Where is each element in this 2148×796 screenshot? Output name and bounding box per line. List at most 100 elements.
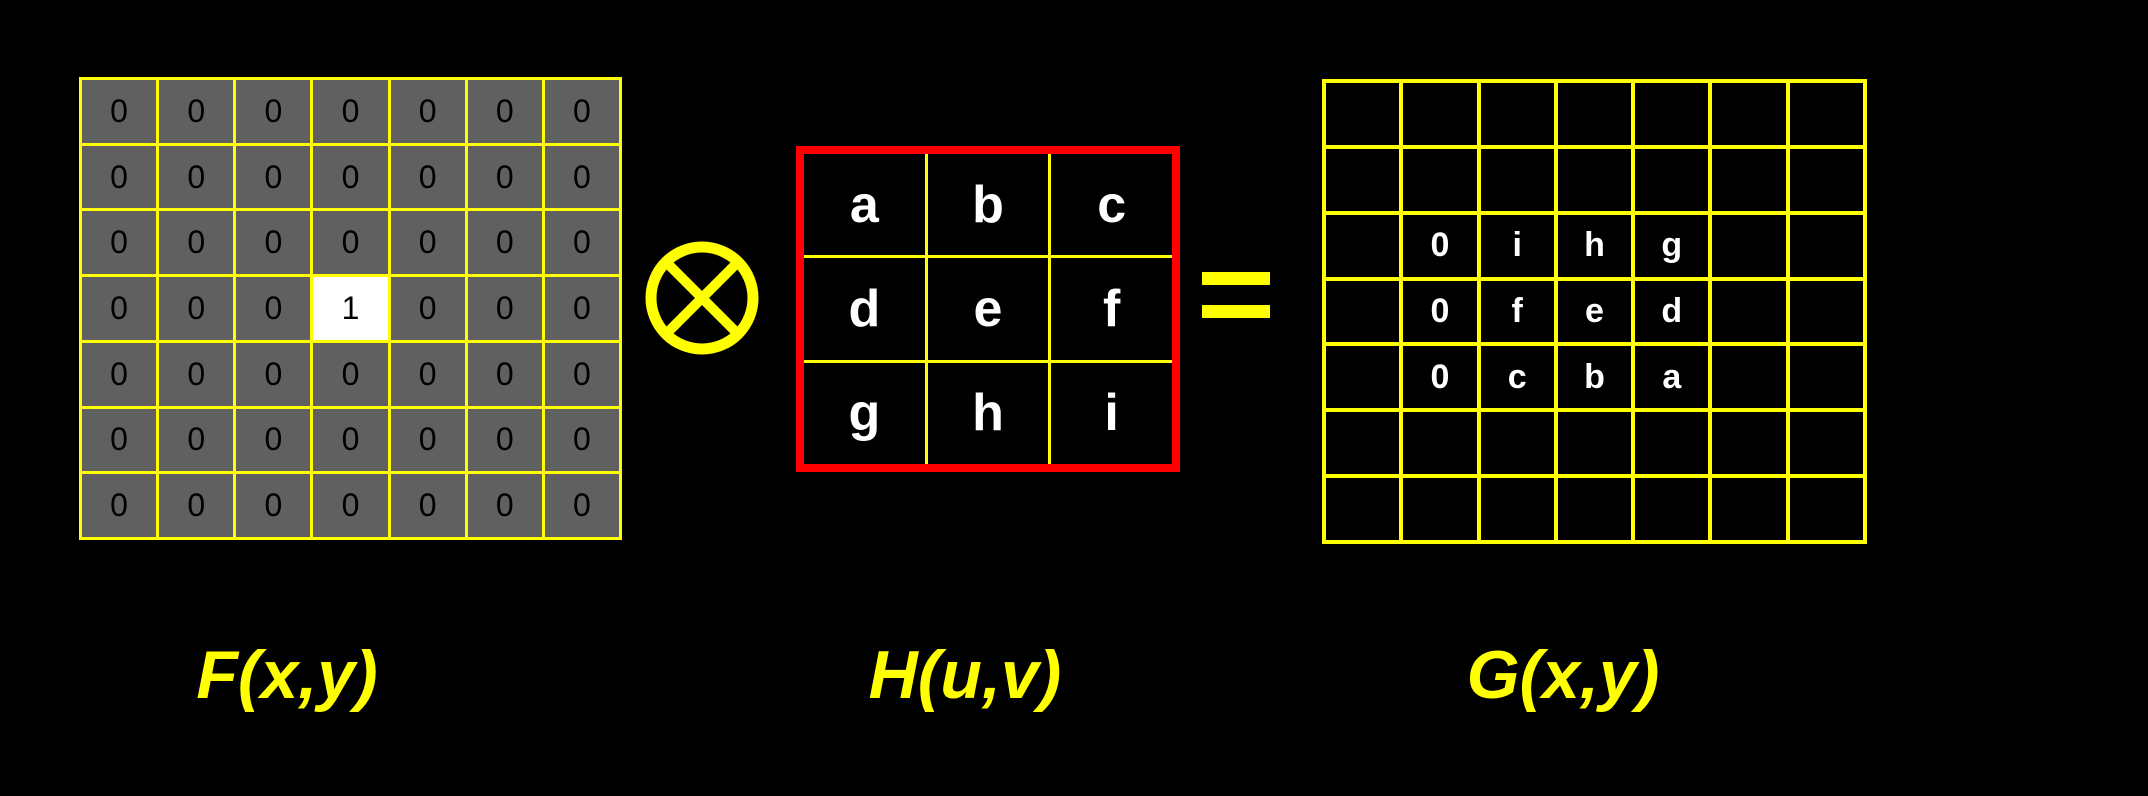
output-cell: 0	[1403, 346, 1477, 409]
input-cell: 0	[236, 80, 311, 143]
input-cell: 0	[159, 408, 234, 472]
input-cell: 0	[313, 342, 388, 406]
output-cell	[1789, 346, 1863, 409]
output-cell	[1326, 478, 1400, 540]
output-cell	[1403, 83, 1477, 145]
output-cell: 0	[1403, 280, 1477, 343]
output-cell	[1789, 148, 1863, 211]
output-cell	[1480, 412, 1554, 475]
input-cell: 0	[390, 211, 465, 275]
output-cell: d	[1635, 280, 1709, 343]
input-cell: 0	[236, 145, 311, 209]
input-cell: 0	[390, 145, 465, 209]
kernel-cell: g	[804, 362, 925, 464]
input-cell: 0	[544, 145, 619, 209]
output-cell	[1789, 478, 1863, 540]
input-cell: 0	[82, 211, 157, 275]
input-cell: 0	[544, 342, 619, 406]
output-cell	[1480, 148, 1554, 211]
output-cell	[1403, 412, 1477, 475]
input-cell: 0	[467, 277, 542, 340]
output-cell: i	[1480, 214, 1554, 277]
output-cell	[1480, 478, 1554, 540]
input-cell: 0	[544, 474, 619, 537]
input-cell: 0	[390, 80, 465, 143]
output-cell: 0	[1403, 214, 1477, 277]
output-cell: e	[1557, 280, 1632, 343]
input-cell: 0	[159, 145, 234, 209]
kernel-cell: c	[1051, 154, 1172, 256]
output-cell	[1326, 412, 1400, 475]
input-cell: 0	[82, 145, 157, 209]
output-cell	[1403, 478, 1477, 540]
output-cell	[1557, 83, 1632, 145]
output-cell	[1712, 346, 1786, 409]
output-cell	[1557, 478, 1632, 540]
input-cell: 0	[82, 342, 157, 406]
output-cell: b	[1557, 346, 1632, 409]
input-label: F(x,y)	[196, 637, 378, 713]
kernel-cell: a	[804, 154, 925, 256]
kernel-cell: h	[927, 362, 1049, 464]
input-cell: 0	[467, 145, 542, 209]
equals-icon	[1202, 272, 1270, 338]
output-cell	[1326, 346, 1400, 409]
kernel-cell: e	[927, 258, 1049, 360]
input-cell: 0	[159, 474, 234, 537]
output-cell	[1635, 83, 1709, 145]
input-cell: 0	[313, 474, 388, 537]
input-cell: 0	[544, 211, 619, 275]
input-cell: 0	[159, 277, 234, 340]
output-cell	[1712, 280, 1786, 343]
output-cell	[1712, 83, 1786, 145]
output-cell	[1403, 148, 1477, 211]
input-cell: 0	[390, 408, 465, 472]
input-cell: 0	[467, 342, 542, 406]
circled-times-icon	[645, 241, 759, 355]
input-cell: 0	[467, 408, 542, 472]
input-cell: 0	[467, 211, 542, 275]
input-cell: 0	[544, 408, 619, 472]
output-cell	[1789, 280, 1863, 343]
output-cell	[1789, 83, 1863, 145]
input-cell: 0	[467, 474, 542, 537]
input-cell: 0	[313, 211, 388, 275]
output-cell	[1712, 478, 1786, 540]
input-cell: 0	[82, 408, 157, 472]
kernel-cell: f	[1051, 258, 1172, 360]
output-cell	[1635, 148, 1709, 211]
input-cell: 0	[544, 277, 619, 340]
input-cell: 0	[390, 474, 465, 537]
output-cell	[1557, 412, 1632, 475]
output-cell	[1789, 412, 1863, 475]
input-cell: 0	[159, 211, 234, 275]
output-cell: f	[1480, 280, 1554, 343]
output-cell: a	[1635, 346, 1709, 409]
output-cell	[1712, 214, 1786, 277]
output-cell	[1557, 148, 1632, 211]
input-cell: 0	[82, 474, 157, 537]
input-cell: 0	[236, 408, 311, 472]
input-cell: 0	[159, 80, 234, 143]
output-cell	[1712, 412, 1786, 475]
output-cell	[1635, 412, 1709, 475]
input-cell: 0	[236, 277, 311, 340]
output-label: G(x,y)	[1466, 637, 1660, 713]
output-cell: c	[1480, 346, 1554, 409]
input-cell: 0	[236, 211, 311, 275]
output-cell	[1789, 214, 1863, 277]
input-cell: 0	[82, 80, 157, 143]
output-cell	[1712, 148, 1786, 211]
input-cell: 1	[313, 277, 388, 340]
output-cell	[1635, 478, 1709, 540]
output-cell: g	[1635, 214, 1709, 277]
output-cell	[1326, 214, 1400, 277]
kernel-cell: d	[804, 258, 925, 360]
input-cell: 0	[159, 342, 234, 406]
input-cell: 0	[236, 342, 311, 406]
kernel-cell: b	[927, 154, 1049, 256]
output-cell	[1326, 280, 1400, 343]
input-cell: 0	[236, 474, 311, 537]
